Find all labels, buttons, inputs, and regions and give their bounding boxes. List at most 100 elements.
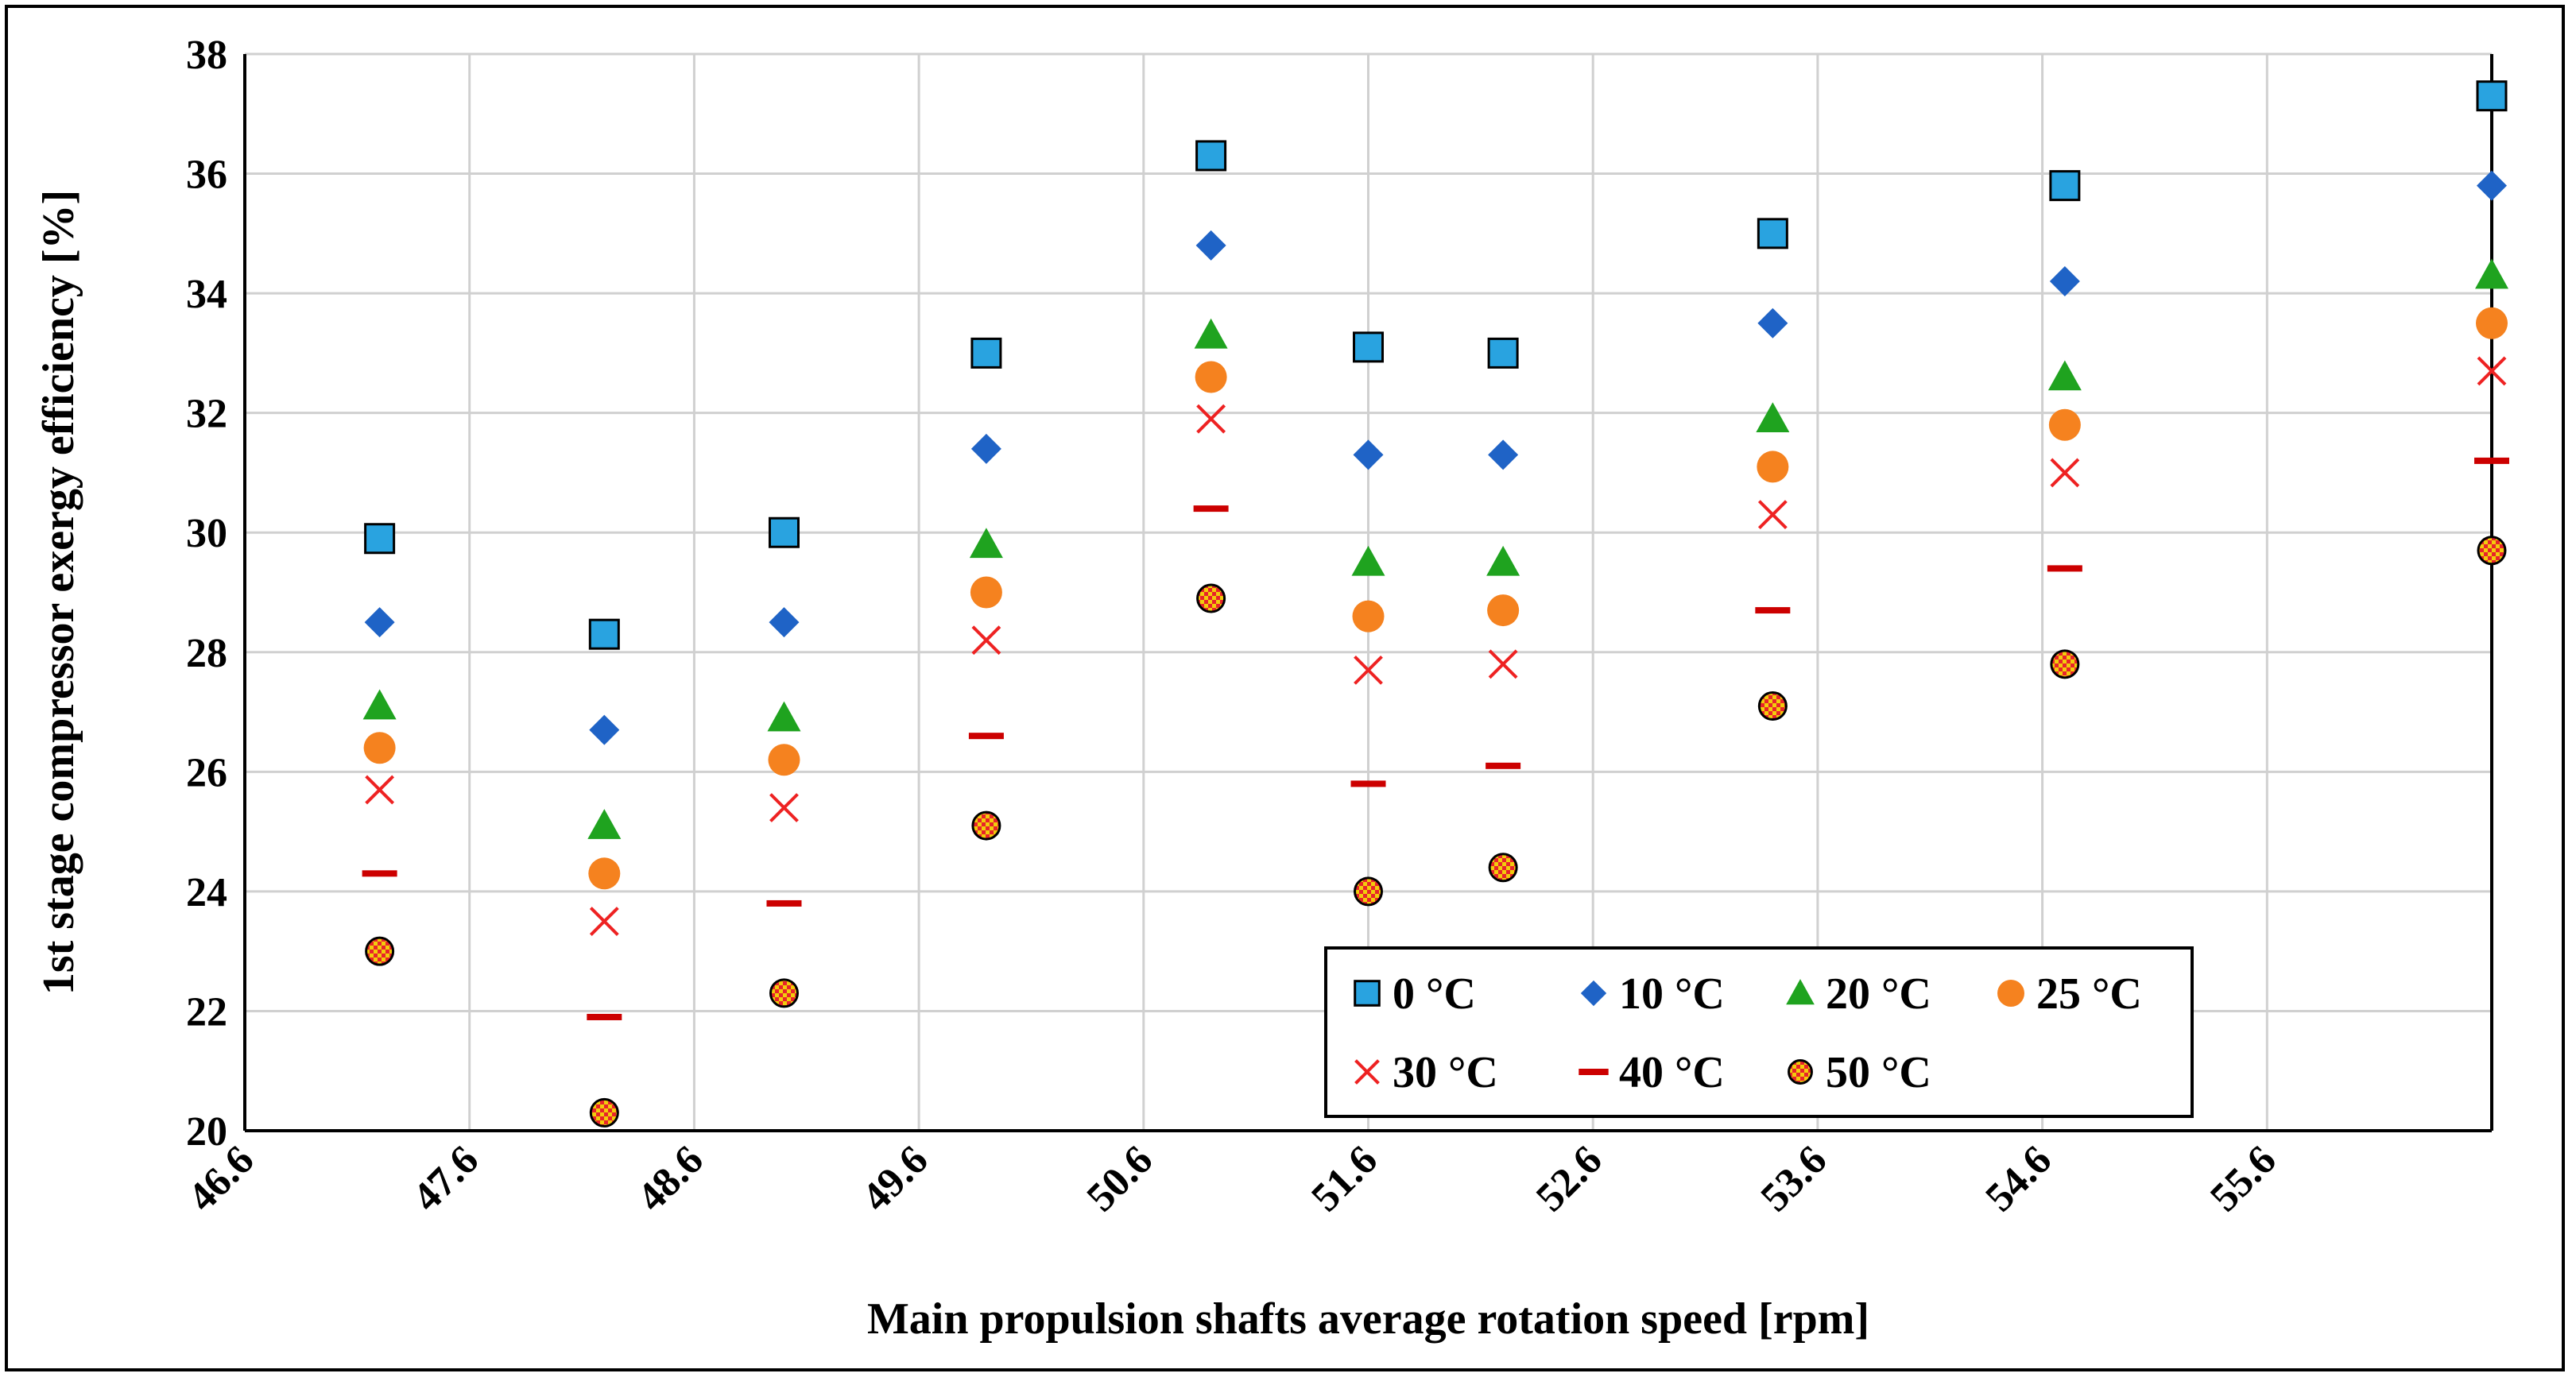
data-point — [2049, 266, 2080, 297]
data-point — [1486, 545, 1520, 576]
data-point — [1488, 853, 1518, 883]
data-point — [2047, 360, 2082, 391]
series-20cc — [362, 258, 2508, 839]
y-tick-label: 30 — [186, 511, 227, 556]
data-point — [589, 907, 619, 936]
data-point — [2477, 536, 2507, 566]
series-10cc — [364, 170, 2507, 745]
x-tick-label: 53.6 — [1753, 1137, 1836, 1220]
x-tick-label: 47.6 — [405, 1137, 488, 1220]
data-point — [969, 528, 1003, 559]
series-50cc — [365, 536, 2507, 1128]
data-point — [589, 1097, 619, 1128]
x-stroke — [1196, 404, 1226, 434]
data-point — [365, 936, 395, 966]
data-point — [2476, 80, 2508, 112]
legend-item: 25 °C — [1997, 969, 2142, 1019]
x-stroke — [589, 907, 619, 936]
data-point — [970, 576, 1002, 609]
y-axis-title: 1st stage compressor exergy efficiency [… — [34, 190, 83, 995]
data-point — [971, 810, 1001, 841]
data-point — [2477, 170, 2507, 201]
data-point — [2047, 565, 2082, 572]
legend-item: 0 °C — [1354, 969, 1476, 1019]
data-points — [362, 80, 2509, 1128]
x-tick-label: 50.6 — [1079, 1137, 1162, 1220]
y-tick-label: 24 — [186, 870, 227, 915]
data-point — [2474, 457, 2509, 464]
legend-marker — [1579, 1069, 1609, 1075]
data-point — [365, 775, 395, 805]
x-stroke — [769, 793, 799, 822]
data-point — [1354, 876, 1383, 907]
legend-label: 40 °C — [1619, 1048, 1725, 1097]
data-point — [587, 1013, 622, 1020]
data-point — [1488, 649, 1518, 679]
legend-item: 50 °C — [1788, 1048, 1931, 1097]
data-point — [1351, 545, 1385, 576]
data-point — [769, 978, 799, 1008]
legend-item: 10 °C — [1580, 969, 1725, 1019]
x-stroke — [1757, 500, 1788, 530]
data-point — [970, 337, 1002, 369]
data-point — [1488, 439, 1519, 470]
y-tick-label: 22 — [186, 989, 227, 1035]
data-point — [1756, 402, 1790, 432]
legend-box — [1324, 946, 2194, 1118]
x-tick-label: 54.6 — [1977, 1137, 2060, 1220]
data-point — [363, 732, 396, 764]
series-30cc — [365, 356, 2507, 936]
data-point — [1350, 780, 1386, 787]
x-stroke — [2477, 356, 2507, 386]
data-point — [1193, 505, 1229, 513]
series-40cc — [362, 457, 2509, 1020]
x-tick-label: 49.6 — [854, 1137, 937, 1220]
legend-marker — [1354, 980, 1381, 1007]
data-point — [1755, 607, 1791, 614]
legend-label: 10 °C — [1619, 969, 1725, 1019]
legend-item: 30 °C — [1354, 1048, 1498, 1097]
y-tick-label: 26 — [186, 750, 227, 795]
y-tick-label: 32 — [186, 392, 227, 437]
data-point — [1757, 451, 1789, 483]
data-point — [2049, 170, 2081, 202]
data-point — [1486, 762, 1521, 769]
series-0cc — [364, 80, 2508, 650]
x-axis-title: Main propulsion shafts average rotation … — [867, 1294, 1869, 1344]
data-point — [1195, 230, 1226, 261]
data-point — [971, 625, 1001, 656]
chart-frame: 20 22 24 26 28 30 32 34 36 38 46.6 47.6 48.6 49.6 50.6… — [5, 5, 2565, 1371]
data-point — [2050, 458, 2080, 488]
data-point — [1194, 318, 1228, 349]
data-point — [2476, 307, 2508, 339]
data-point — [1757, 691, 1788, 721]
data-point — [2475, 258, 2508, 289]
data-point — [588, 857, 621, 890]
y-tick-label: 20 — [186, 1109, 227, 1155]
legend-marker — [1354, 1059, 1380, 1085]
x-tick-label: 52.6 — [1528, 1137, 1611, 1220]
data-point — [769, 793, 799, 822]
x-stroke — [971, 625, 1001, 656]
x-stroke — [1354, 1059, 1380, 1085]
legend-marker — [1580, 980, 1607, 1007]
legend-label: 0 °C — [1393, 969, 1476, 1019]
legend-label: 25 °C — [2036, 969, 2142, 1019]
y-tick-label: 34 — [186, 272, 227, 317]
data-point — [364, 607, 395, 638]
y-tick-label: 38 — [186, 33, 227, 78]
data-point — [1487, 594, 1520, 627]
x-tick-label: 55.6 — [2202, 1137, 2285, 1220]
data-point — [767, 701, 801, 732]
data-point — [1757, 218, 1788, 250]
data-point — [968, 733, 1004, 740]
legend-marker — [1997, 980, 2024, 1007]
data-point — [589, 714, 620, 745]
series-25cc — [363, 307, 2508, 890]
data-point — [1196, 583, 1226, 613]
data-point — [768, 516, 800, 548]
y-tick-label: 36 — [186, 153, 227, 198]
data-point — [1196, 404, 1226, 434]
data-point — [1757, 308, 1788, 338]
data-point — [2050, 649, 2080, 679]
